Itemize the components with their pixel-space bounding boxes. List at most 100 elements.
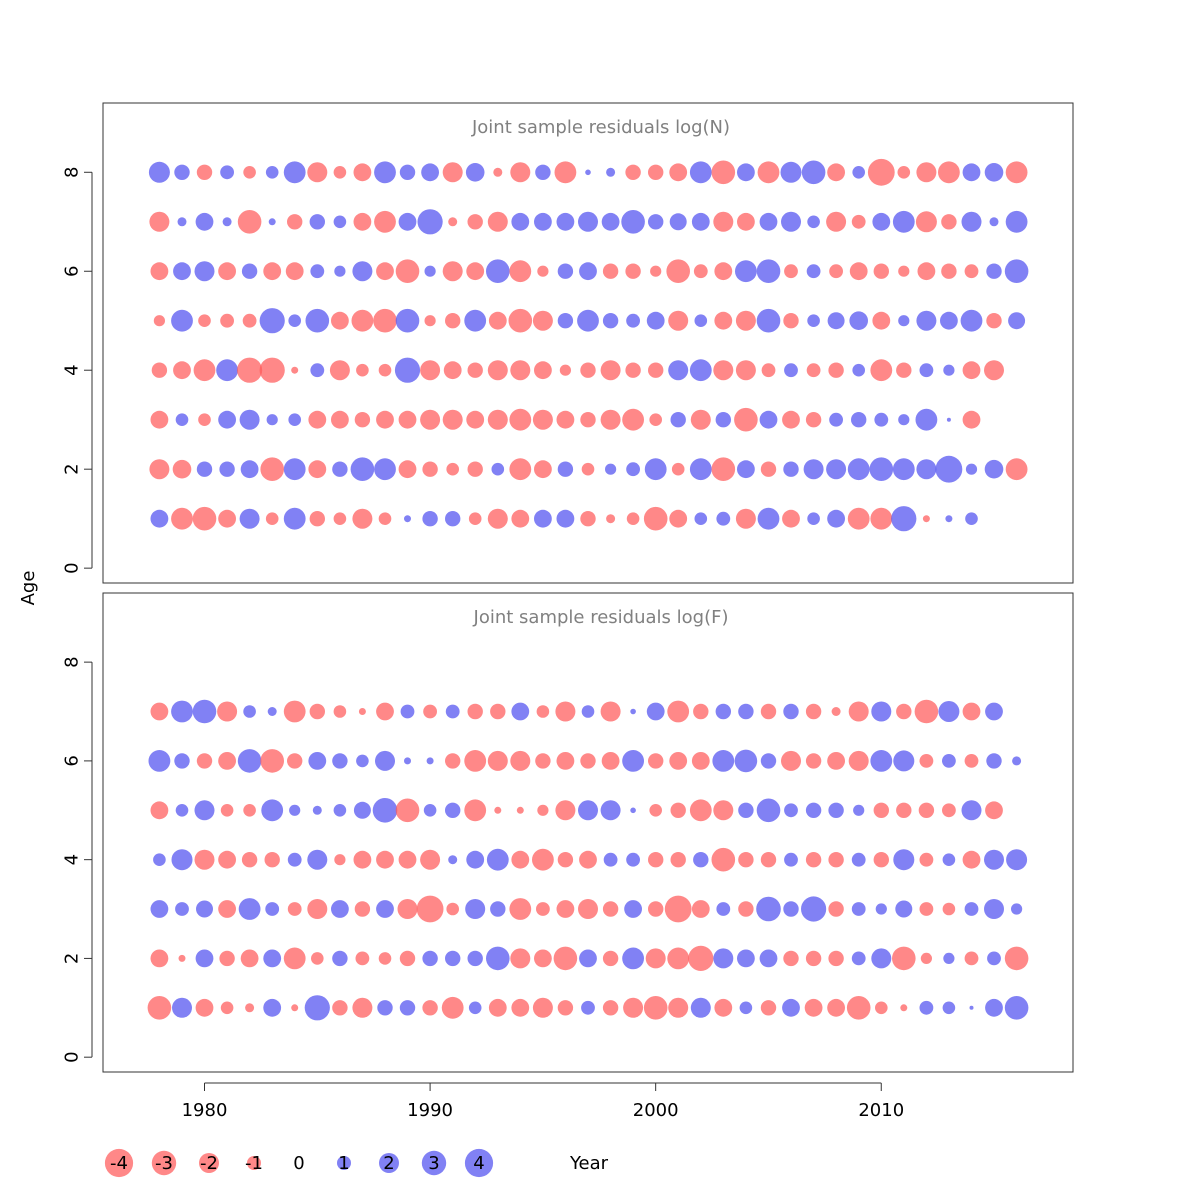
residual-bubble	[557, 313, 574, 329]
residual-bubble	[442, 162, 463, 183]
y-tick-label: 0	[62, 562, 83, 573]
residual-bubble	[259, 357, 285, 383]
residual-bubble	[900, 1004, 908, 1012]
residual-bubble	[174, 753, 190, 769]
residual-bubble	[354, 412, 371, 428]
residual-bubble	[985, 998, 1003, 1017]
residual-bubble	[220, 165, 235, 180]
residual-bubble	[784, 803, 798, 818]
residual-bubble	[194, 849, 215, 870]
residual-bubble	[488, 311, 507, 330]
residual-bubble	[352, 508, 373, 529]
residual-bubble	[985, 702, 1003, 721]
residual-bubble	[243, 804, 256, 817]
residual-bubble	[580, 362, 596, 378]
legend-bubble	[337, 1156, 351, 1170]
residual-bubble	[942, 1001, 956, 1015]
residual-bubble	[622, 947, 644, 970]
residual-bubble	[376, 900, 394, 918]
residual-bubble	[873, 802, 889, 818]
residual-bubble	[690, 997, 711, 1018]
residual-bubble	[422, 511, 438, 527]
residual-bubble	[148, 161, 170, 183]
residual-bubble	[577, 309, 599, 332]
residual-bubble	[916, 310, 937, 331]
legend-label: 1	[338, 1153, 349, 1174]
residual-bubble	[807, 512, 820, 525]
residual-bubble	[557, 461, 574, 477]
legend-bubble	[379, 1153, 399, 1173]
residual-bubble	[509, 260, 532, 283]
residual-bubble	[941, 214, 957, 230]
residual-bubble	[689, 799, 712, 822]
residual-bubble	[283, 700, 306, 723]
residual-bubble	[689, 161, 712, 184]
residual-bubble	[1005, 161, 1028, 184]
residual-bubble	[556, 212, 575, 231]
residual-bubble	[738, 703, 754, 720]
residual-bubble	[442, 261, 463, 282]
residual-bubble	[556, 900, 575, 918]
residual-bubble	[420, 360, 441, 381]
residual-bubble	[464, 750, 487, 772]
residual-bubble	[488, 998, 507, 1017]
residual-bubble	[693, 703, 709, 720]
residual-bubble	[404, 515, 411, 523]
residual-bubble	[237, 749, 262, 773]
residual-bubble	[283, 161, 306, 184]
residual-bubble	[712, 750, 735, 772]
residual-bubble	[757, 161, 780, 184]
legend-label: 0	[293, 1153, 304, 1174]
residual-bubble	[487, 360, 508, 381]
residual-bubble	[510, 948, 531, 969]
residual-bubble	[378, 952, 392, 965]
residual-bubble	[443, 361, 462, 380]
residual-bubble	[984, 360, 1004, 381]
residual-bubble	[509, 408, 532, 431]
residual-bubble	[943, 952, 955, 965]
residual-bubble	[198, 314, 211, 328]
residual-bubble	[849, 311, 868, 331]
residual-bubble	[283, 458, 306, 481]
legend-bubble	[247, 1156, 261, 1170]
residual-bubble	[508, 308, 533, 333]
y-tick-label: 6	[62, 266, 83, 277]
legend-label: 2	[383, 1153, 394, 1174]
residual-bubble	[173, 262, 191, 281]
residual-bubble	[308, 460, 327, 479]
residual-bubble	[621, 210, 645, 234]
residual-bubble	[867, 158, 895, 186]
residual-bubble	[581, 462, 595, 476]
residual-bubble	[240, 949, 259, 968]
residual-bubble	[585, 169, 591, 176]
residual-bubble	[399, 950, 416, 967]
residual-bubble	[961, 800, 982, 821]
residual-bubble	[535, 164, 551, 180]
residual-bubble	[870, 750, 893, 772]
residual-bubble	[149, 211, 170, 232]
residual-bubble	[535, 753, 551, 769]
residual-bubble	[782, 998, 800, 1017]
residual-bubble	[510, 360, 531, 381]
residual-bubble	[987, 951, 1001, 966]
residual-bubble	[557, 1000, 574, 1016]
residual-bubble	[400, 704, 415, 719]
residual-bubble	[648, 852, 664, 868]
residual-bubble	[848, 701, 869, 722]
residual-bubble	[150, 410, 169, 429]
residual-bubble	[783, 703, 799, 720]
residual-bubble	[961, 211, 982, 232]
residual-bubble	[916, 162, 937, 183]
residual-bubble	[263, 998, 282, 1017]
residual-bubble	[1011, 903, 1023, 915]
residual-bubble	[805, 802, 822, 818]
residual-bubble	[310, 363, 325, 378]
residual-bubble	[263, 262, 282, 281]
residual-bubble	[287, 852, 302, 867]
residual-bubble	[557, 263, 574, 279]
residual-bubble	[332, 753, 348, 769]
residual-bubble	[397, 899, 418, 919]
x-tick-label: 2010	[858, 1100, 904, 1121]
residual-bubble	[486, 259, 510, 284]
residual-bubble	[806, 363, 821, 378]
